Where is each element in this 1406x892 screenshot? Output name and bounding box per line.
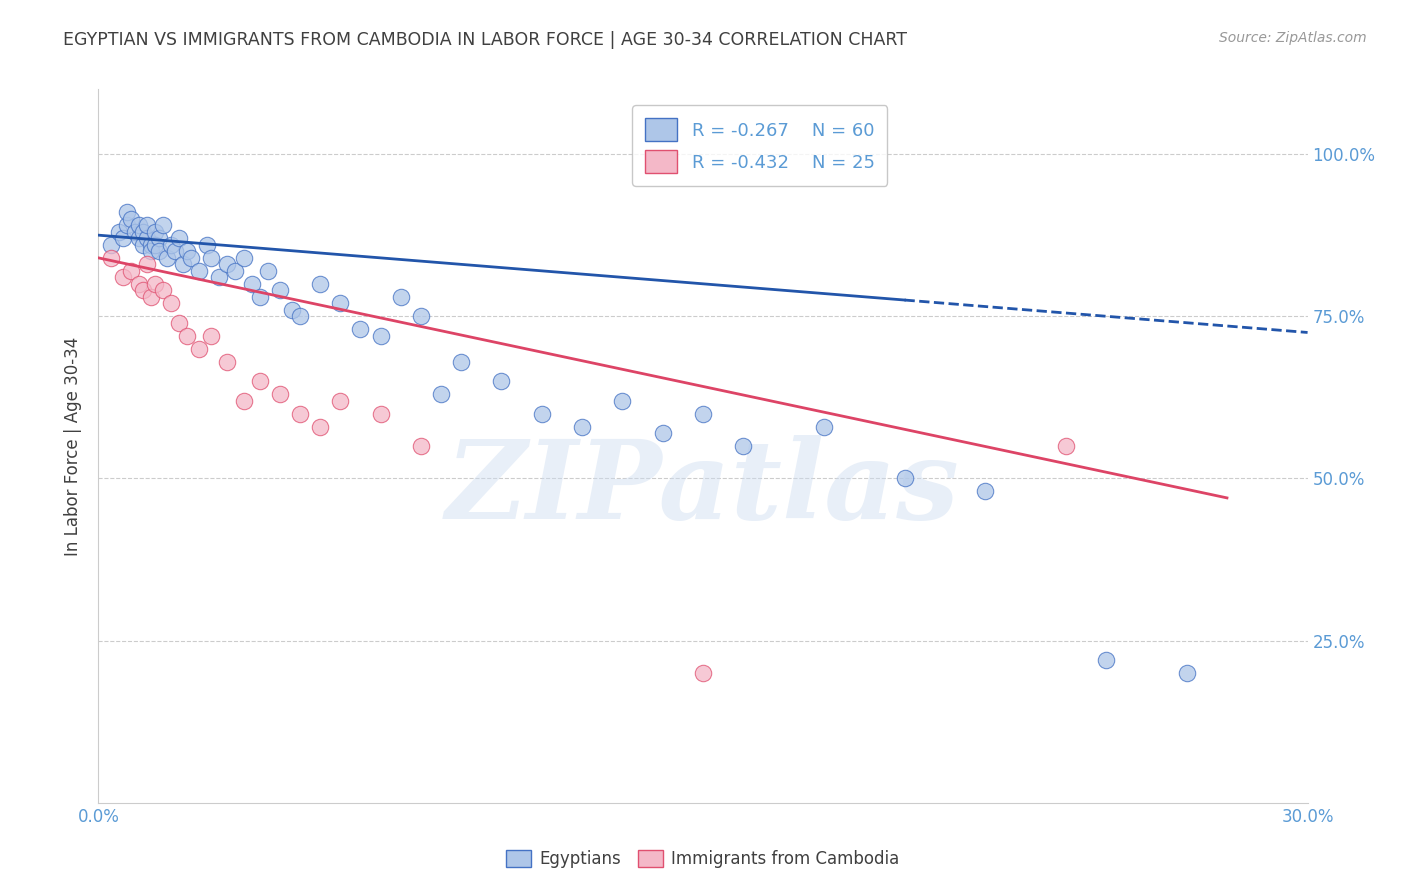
Point bbox=[135, 257, 157, 271]
Point bbox=[288, 407, 311, 421]
Point bbox=[733, 439, 755, 453]
Legend: Egyptians, Immigrants from Cambodia: Egyptians, Immigrants from Cambodia bbox=[499, 843, 907, 875]
Point bbox=[430, 387, 453, 401]
Point bbox=[120, 264, 142, 278]
Text: Source: ZipAtlas.com: Source: ZipAtlas.com bbox=[1219, 31, 1367, 45]
Point bbox=[180, 251, 202, 265]
Point bbox=[571, 419, 593, 434]
Point bbox=[143, 277, 166, 291]
Point bbox=[409, 310, 432, 324]
Point bbox=[224, 264, 246, 278]
Point bbox=[329, 296, 352, 310]
Point bbox=[107, 225, 129, 239]
Point bbox=[1054, 439, 1077, 453]
Point bbox=[249, 290, 271, 304]
Point bbox=[1175, 666, 1198, 681]
Point bbox=[195, 238, 218, 252]
Point bbox=[167, 231, 190, 245]
Point bbox=[132, 225, 155, 239]
Point bbox=[240, 277, 263, 291]
Point bbox=[143, 225, 166, 239]
Point bbox=[232, 251, 254, 265]
Point bbox=[309, 419, 332, 434]
Point bbox=[200, 251, 222, 265]
Point bbox=[269, 283, 291, 297]
Point bbox=[139, 290, 162, 304]
Point bbox=[111, 231, 134, 245]
Point bbox=[217, 354, 239, 368]
Point bbox=[491, 374, 513, 388]
Text: EGYPTIAN VS IMMIGRANTS FROM CAMBODIA IN LABOR FORCE | AGE 30-34 CORRELATION CHAR: EGYPTIAN VS IMMIGRANTS FROM CAMBODIA IN … bbox=[63, 31, 907, 49]
Point bbox=[329, 393, 352, 408]
Point bbox=[132, 238, 155, 252]
Point bbox=[143, 238, 166, 252]
Point bbox=[176, 328, 198, 343]
Point bbox=[160, 296, 183, 310]
Point bbox=[111, 270, 134, 285]
Point bbox=[156, 251, 179, 265]
Point bbox=[692, 666, 714, 681]
Point bbox=[409, 439, 432, 453]
Point bbox=[172, 257, 194, 271]
Point bbox=[139, 244, 162, 259]
Point bbox=[256, 264, 278, 278]
Point bbox=[349, 322, 371, 336]
Point bbox=[132, 283, 155, 297]
Point bbox=[692, 407, 714, 421]
Text: ZIPatlas: ZIPatlas bbox=[446, 435, 960, 542]
Point bbox=[167, 316, 190, 330]
Point bbox=[208, 270, 231, 285]
Point bbox=[120, 211, 142, 226]
Point bbox=[188, 342, 211, 356]
Point bbox=[813, 419, 835, 434]
Point bbox=[163, 244, 186, 259]
Point bbox=[288, 310, 311, 324]
Point bbox=[139, 238, 162, 252]
Point bbox=[148, 231, 170, 245]
Point bbox=[232, 393, 254, 408]
Point bbox=[188, 264, 211, 278]
Point bbox=[309, 277, 332, 291]
Point bbox=[249, 374, 271, 388]
Point bbox=[530, 407, 553, 421]
Legend: R = -0.267    N = 60, R = -0.432    N = 25: R = -0.267 N = 60, R = -0.432 N = 25 bbox=[633, 105, 887, 186]
Point bbox=[893, 471, 915, 485]
Point bbox=[200, 328, 222, 343]
Point bbox=[370, 328, 392, 343]
Point bbox=[160, 238, 183, 252]
Point bbox=[135, 219, 157, 233]
Point bbox=[370, 407, 392, 421]
Point bbox=[651, 425, 673, 440]
Point bbox=[128, 231, 150, 245]
Point bbox=[974, 484, 997, 499]
Point bbox=[152, 219, 174, 233]
Point bbox=[128, 219, 150, 233]
Point bbox=[115, 205, 138, 219]
Point bbox=[176, 244, 198, 259]
Point bbox=[1095, 653, 1118, 667]
Y-axis label: In Labor Force | Age 30-34: In Labor Force | Age 30-34 bbox=[65, 336, 83, 556]
Point bbox=[217, 257, 239, 271]
Point bbox=[612, 393, 634, 408]
Point bbox=[135, 231, 157, 245]
Point bbox=[450, 354, 472, 368]
Point bbox=[115, 219, 138, 233]
Point bbox=[148, 244, 170, 259]
Point bbox=[269, 387, 291, 401]
Point bbox=[100, 238, 122, 252]
Point bbox=[152, 283, 174, 297]
Point bbox=[281, 302, 304, 317]
Point bbox=[389, 290, 412, 304]
Point bbox=[128, 277, 150, 291]
Point bbox=[100, 251, 122, 265]
Point bbox=[124, 225, 146, 239]
